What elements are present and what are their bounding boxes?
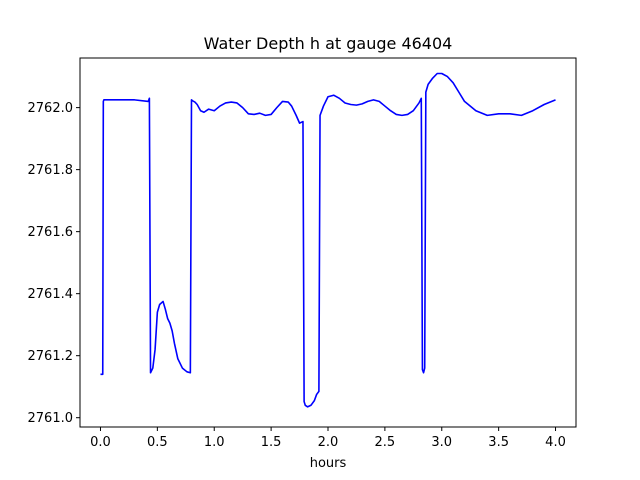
y-tick-label: 2761.0 <box>28 411 74 426</box>
x-tick-label: 3.5 <box>488 435 509 450</box>
x-tick-label: 1.0 <box>204 435 225 450</box>
x-tick-label: 3.0 <box>431 435 452 450</box>
x-tick-label: 0.5 <box>147 435 168 450</box>
x-axis: 0.0 0.5 1.0 1.5 2.0 2.5 3.0 3.5 4.0 <box>90 427 566 450</box>
x-tick-label: 2.5 <box>375 435 396 450</box>
chart-title: Water Depth h at gauge 46404 <box>204 34 453 53</box>
y-tick-label: 2761.4 <box>28 287 74 302</box>
x-axis-title: hours <box>310 456 347 471</box>
y-tick-label: 2762.0 <box>28 101 74 116</box>
x-tick-label: 2.0 <box>318 435 339 450</box>
y-tick-label: 2761.6 <box>28 225 74 240</box>
x-tick-label: 0.0 <box>90 435 111 450</box>
x-tick-label: 1.5 <box>261 435 282 450</box>
series-line-0 <box>100 72 556 408</box>
y-tick-label: 2761.8 <box>28 163 74 178</box>
y-axis: 2761.0 2761.2 2761.4 2761.6 2761.8 2762.0 <box>28 101 80 426</box>
x-tick-label: 4.0 <box>545 435 566 450</box>
y-tick-label: 2761.2 <box>28 349 74 364</box>
